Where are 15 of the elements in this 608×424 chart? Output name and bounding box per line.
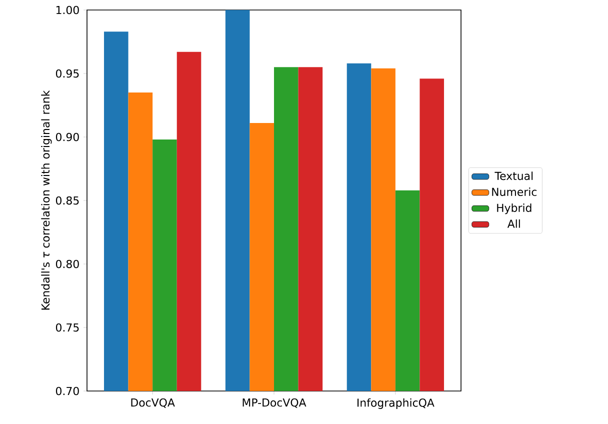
y-tick-label: 0.95	[56, 69, 79, 78]
y-tick-label: 0.70	[56, 386, 79, 396]
legend-label: Numeric	[492, 188, 537, 196]
y-tick-label: 0.90	[56, 132, 79, 142]
y-tick-label: 1.00	[56, 6, 79, 14]
x-tick-label: InfographicQA	[358, 398, 434, 409]
y-tick-label: 0.75	[56, 323, 79, 332]
legend-label: Textual	[494, 172, 533, 180]
y-axis-title: Kendall's τ correlation with original rank	[41, 90, 52, 310]
x-tick-label: MP-DocVQA	[242, 398, 306, 408]
legend-label: Hybrid	[497, 203, 532, 214]
y-tick-label: 0.85	[56, 196, 79, 205]
legend-label: All	[507, 219, 520, 228]
x-tick-label: DocVQA	[131, 398, 175, 408]
y-tick-label: 0.80	[56, 260, 79, 268]
